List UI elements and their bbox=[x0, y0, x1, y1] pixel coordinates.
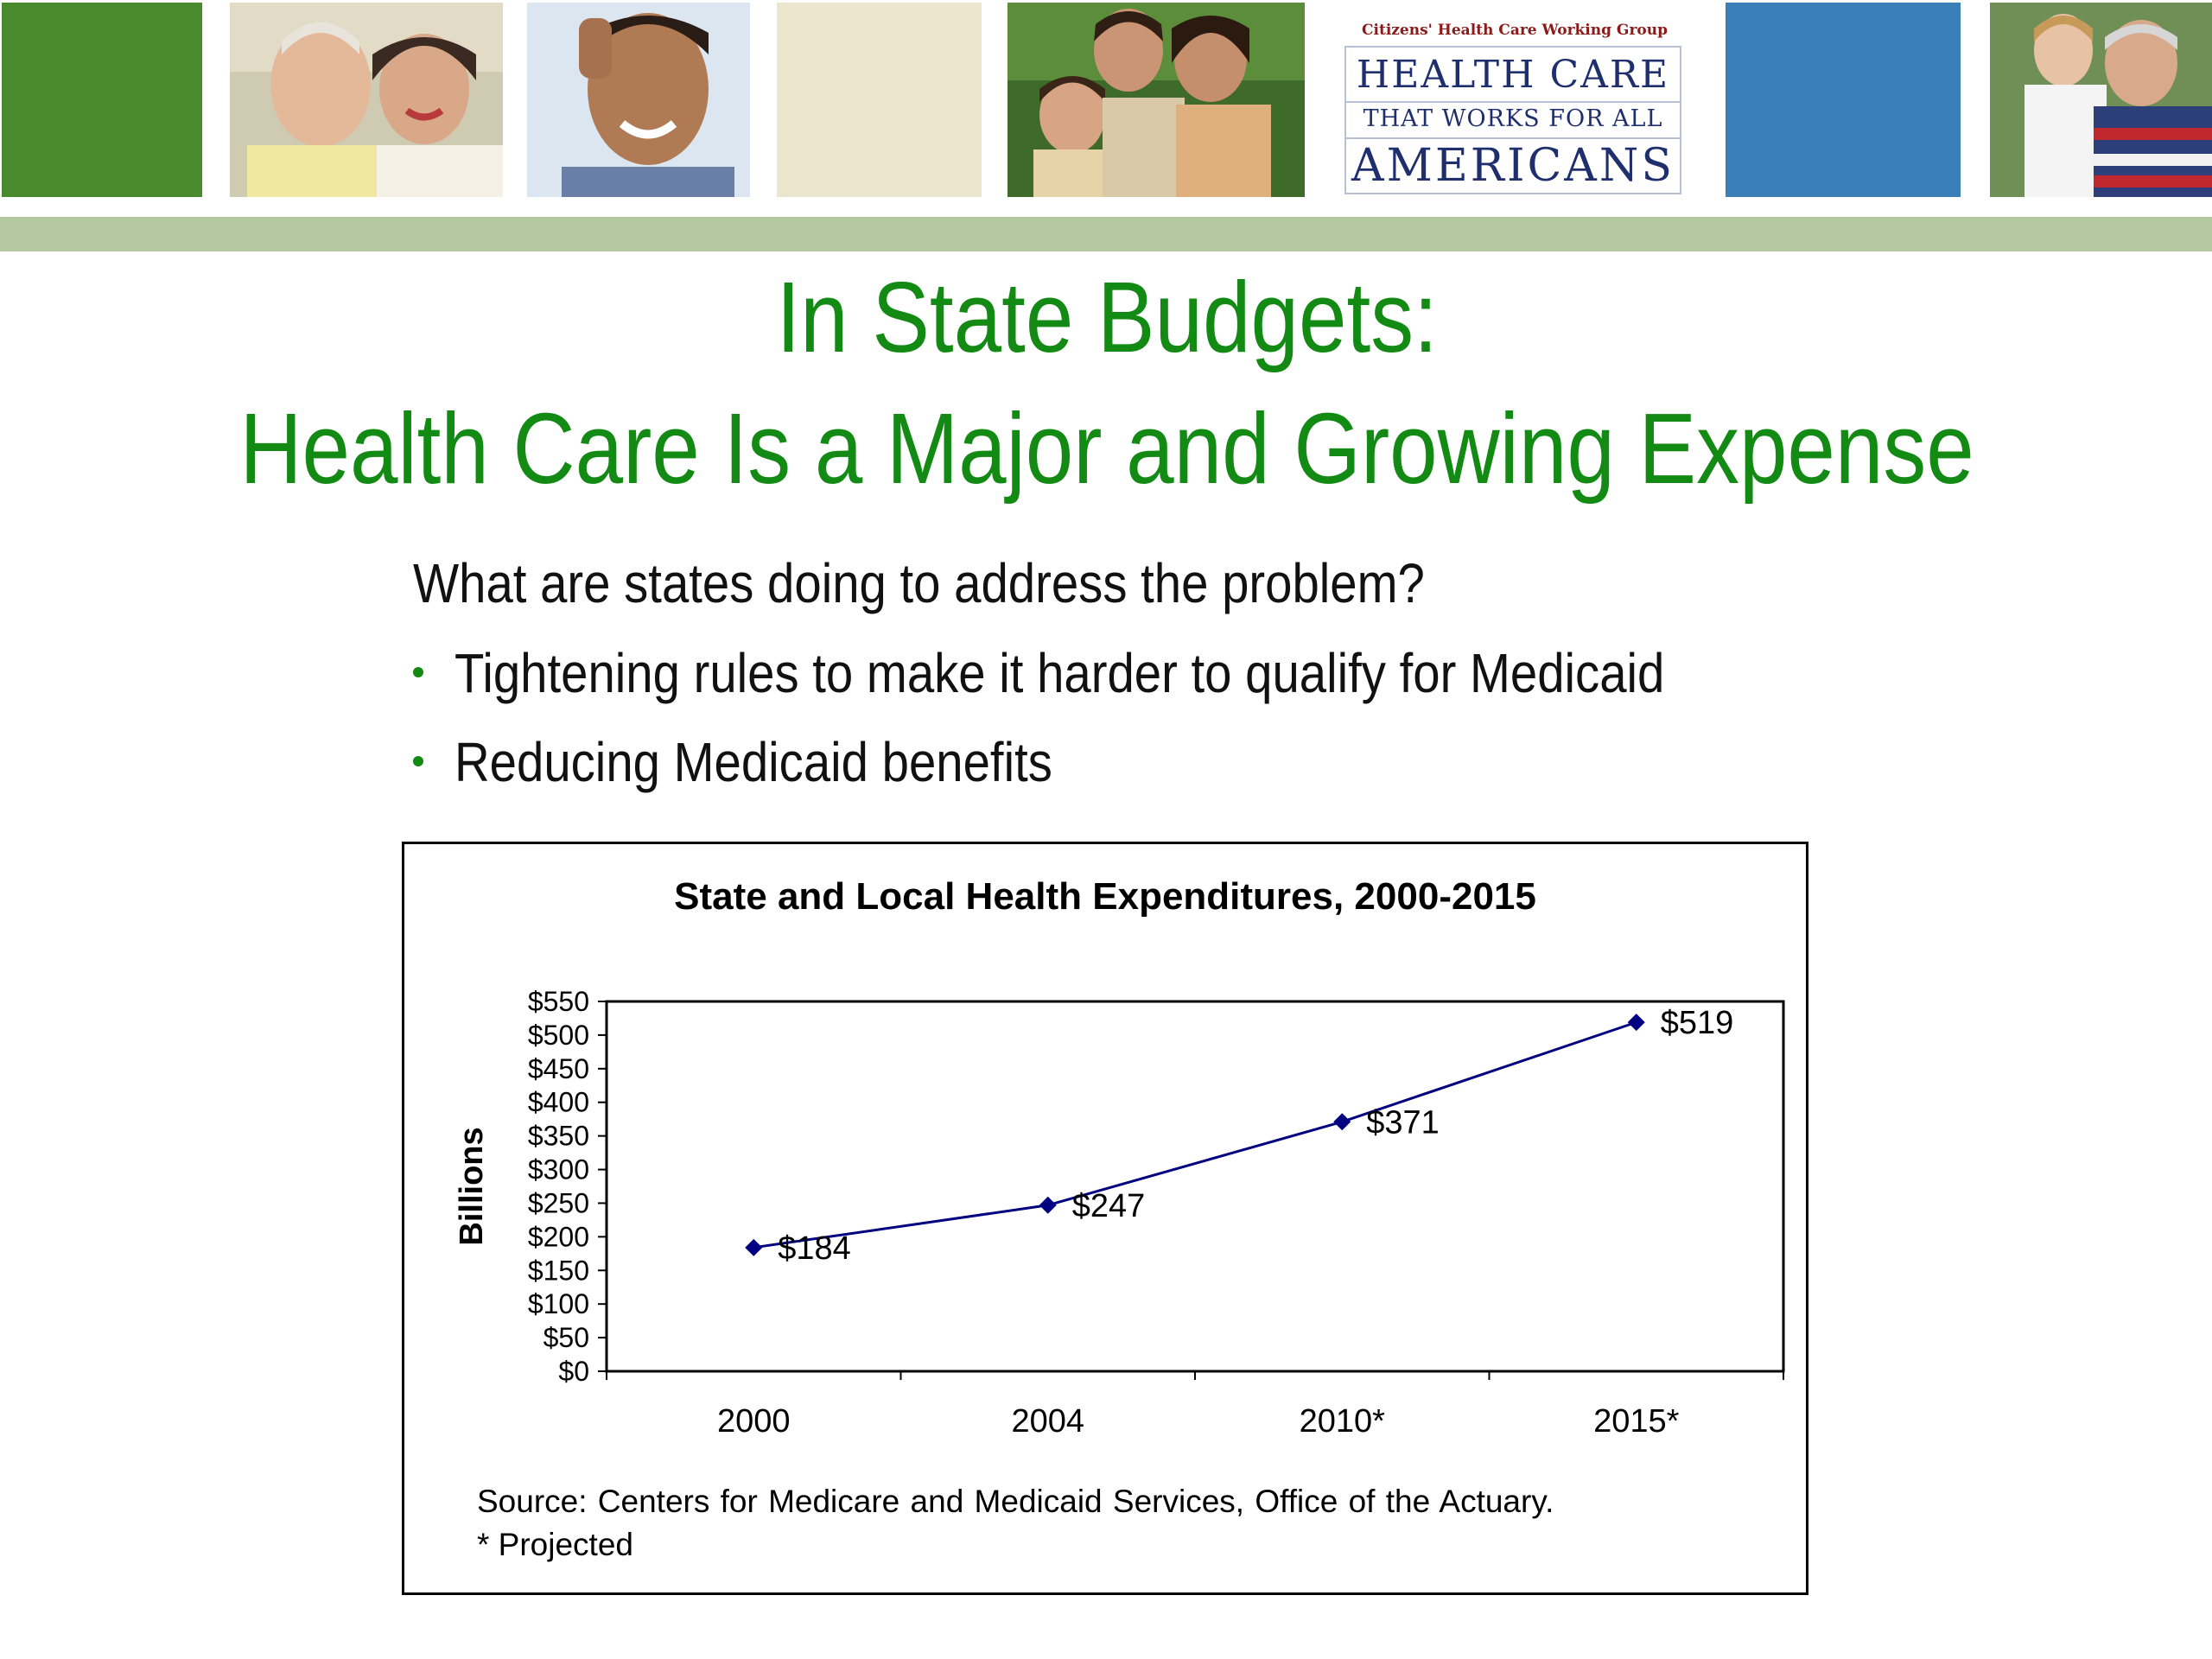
blue-tile bbox=[1726, 3, 1961, 197]
logo-rule bbox=[1346, 137, 1680, 139]
x-tick-label: 2015* bbox=[1593, 1403, 1680, 1440]
bullet-dot-icon bbox=[413, 756, 423, 766]
y-tick-label: $150 bbox=[528, 1255, 589, 1286]
logo-rule bbox=[1346, 101, 1680, 103]
y-tick-label: $500 bbox=[528, 1020, 589, 1051]
logo-frame: HEALTH CARE THAT WORKS FOR ALL AMERICANS bbox=[1344, 46, 1681, 194]
green-tile bbox=[2, 3, 202, 197]
photo-older-couple bbox=[230, 3, 503, 197]
y-tick-label: $250 bbox=[528, 1187, 589, 1218]
y-tick-label: $0 bbox=[558, 1356, 589, 1387]
bullet-text: Tightening rules to make it harder to qu… bbox=[454, 642, 1665, 704]
slide-title-line-2: Health Care Is a Major and Growing Expen… bbox=[239, 392, 1974, 505]
header-divider-bar bbox=[0, 217, 2212, 251]
y-tick-label: $450 bbox=[528, 1053, 589, 1084]
chart-projected-note: * Projected bbox=[477, 1527, 633, 1562]
x-tick-label: 2004 bbox=[1011, 1403, 1084, 1440]
y-tick-label: $100 bbox=[528, 1288, 589, 1319]
photo-young-man bbox=[527, 3, 750, 197]
beige-tile bbox=[777, 3, 982, 197]
y-tick-label: $200 bbox=[528, 1221, 589, 1252]
y-tick-label: $550 bbox=[528, 986, 589, 1017]
x-tick-label: 2010* bbox=[1300, 1403, 1386, 1440]
line-chart: $0$50$100$150$200$250$300$350$400$450$50… bbox=[454, 986, 1785, 1440]
data-label: $371 bbox=[1366, 1104, 1440, 1141]
series-line bbox=[753, 1020, 1637, 1249]
y-axis-label: Billions bbox=[454, 1127, 490, 1245]
photo-grandparent-child bbox=[1990, 3, 2212, 197]
y-tick-label: $300 bbox=[528, 1154, 589, 1185]
data-point-marker bbox=[1039, 1196, 1057, 1214]
logo-line-3: AMERICANS bbox=[1351, 140, 1675, 192]
data-point-marker bbox=[745, 1238, 763, 1256]
data-label: $184 bbox=[778, 1230, 851, 1267]
logo-line-1: HEALTH CARE bbox=[1356, 53, 1670, 97]
y-tick-label: $350 bbox=[528, 1121, 589, 1152]
bullet-text: Reducing Medicaid benefits bbox=[454, 731, 1052, 793]
health-care-logo: Citizens' Health Care Working Group HEAL… bbox=[1338, 3, 1692, 197]
photo-children bbox=[1007, 3, 1305, 197]
data-label: $247 bbox=[1072, 1188, 1146, 1224]
x-tick-label: 2000 bbox=[717, 1403, 791, 1440]
y-tick-label: $400 bbox=[528, 1087, 589, 1118]
question-text: What are states doing to address the pro… bbox=[413, 552, 1425, 614]
y-tick-label: $50 bbox=[543, 1322, 589, 1353]
slide-title-line-1: In State Budgets: bbox=[776, 261, 1438, 373]
data-point-marker bbox=[1333, 1113, 1351, 1131]
logo-line-2: THAT WORKS FOR ALL bbox=[1363, 105, 1663, 132]
bullet-dot-icon bbox=[413, 667, 423, 677]
plot-area bbox=[605, 1000, 1785, 1373]
chart-container: State and Local Health Expenditures, 200… bbox=[402, 842, 1808, 1595]
data-label: $519 bbox=[1661, 1005, 1734, 1041]
header-banner: Citizens' Health Care Working Group HEAL… bbox=[0, 0, 2212, 200]
chart-source-note: Source: Centers for Medicare and Medicai… bbox=[477, 1484, 1554, 1519]
data-point-marker bbox=[1627, 1014, 1645, 1032]
chart-title: State and Local Health Expenditures, 200… bbox=[674, 875, 1536, 918]
logo-organization-name: Citizens' Health Care Working Group bbox=[1361, 22, 1668, 39]
